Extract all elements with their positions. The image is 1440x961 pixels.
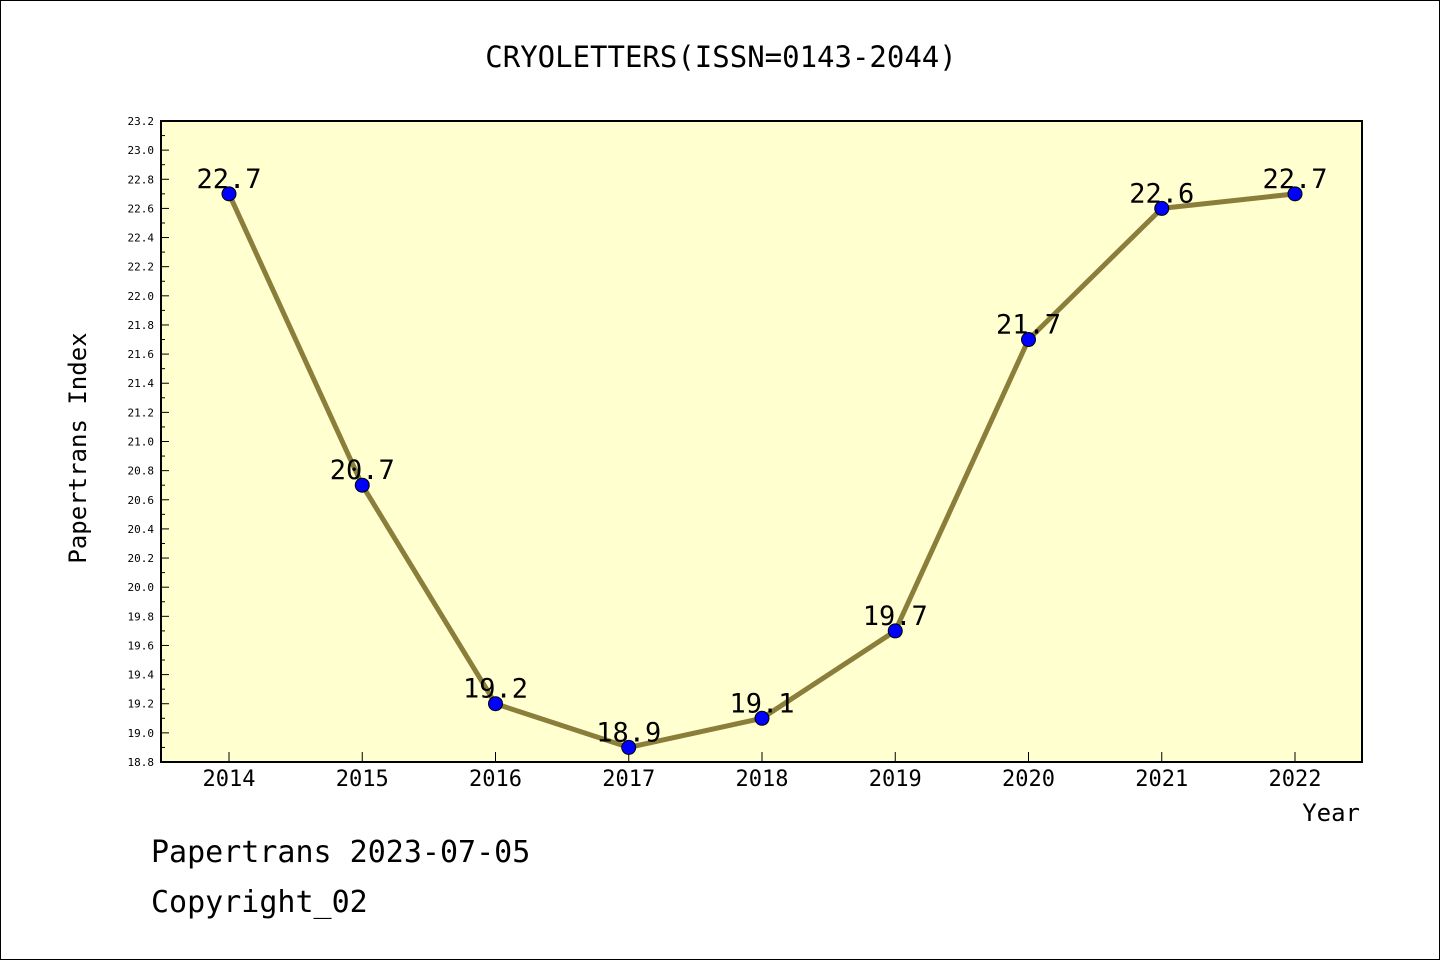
footer-copyright: Copyright_02 xyxy=(151,885,368,920)
data-label: 20.7 xyxy=(330,455,395,486)
data-label: 19.7 xyxy=(863,601,928,632)
data-label: 21.7 xyxy=(996,310,1061,341)
x-tick-label: 2019 xyxy=(869,767,922,792)
y-tick-label: 20.4 xyxy=(128,523,155,536)
data-labels: 22.7 20.7 19.2 18.9 19.1 19.7 21.7 22.6 22.7 xyxy=(196,164,1327,749)
y-axis-label: Papertrans Index xyxy=(64,332,92,563)
y-tick-label: 23.0 xyxy=(128,144,155,157)
x-tick-label: 2015 xyxy=(336,767,389,792)
y-tick-label: 21.2 xyxy=(128,406,155,419)
chart-title: CRYOLETTERS(ISSN=0143-2044) xyxy=(485,40,956,74)
data-label: 22.6 xyxy=(1129,178,1194,209)
data-label: 22.7 xyxy=(1262,164,1327,195)
y-tick-label: 23.2 xyxy=(128,115,155,128)
data-point xyxy=(221,186,237,202)
y-tick-label: 20.2 xyxy=(128,552,155,565)
data-point xyxy=(1021,332,1036,348)
y-tick-label: 19.6 xyxy=(128,639,155,652)
footer-date: Papertrans 2023-07-05 xyxy=(151,835,531,870)
y-axis: 18.8 19.0 19.2 19.4 19.6 19.8 20.0 20.2 20.4 20.6… xyxy=(128,115,169,769)
data-point xyxy=(887,623,903,639)
data-label: 19.1 xyxy=(729,688,794,719)
data-label: 19.2 xyxy=(463,674,528,705)
y-tick-label: 22.8 xyxy=(128,173,155,186)
x-tick-label: 2017 xyxy=(602,767,655,792)
data-point xyxy=(1154,200,1170,216)
y-tick-label: 21.8 xyxy=(128,319,155,332)
y-tick-label: 18.8 xyxy=(128,756,155,769)
x-tick-label: 2018 xyxy=(736,767,789,792)
y-tick-label: 22.0 xyxy=(128,290,155,303)
y-tick-label: 20.6 xyxy=(128,494,155,507)
y-tick-label: 19.0 xyxy=(128,727,155,740)
y-tick-label: 19.2 xyxy=(128,698,155,711)
y-tick-label: 20.8 xyxy=(128,465,155,478)
x-tick-label: 2014 xyxy=(203,767,256,792)
data-point xyxy=(354,477,370,493)
y-tick-label: 21.0 xyxy=(128,436,155,449)
data-label: 22.7 xyxy=(196,164,261,195)
y-tick-label: 21.6 xyxy=(128,348,155,361)
y-tick-label: 21.4 xyxy=(128,377,155,390)
y-tick-label: 20.0 xyxy=(128,581,155,594)
data-point xyxy=(621,739,637,755)
y-tick-label: 19.4 xyxy=(128,669,155,682)
plot-area xyxy=(160,120,1363,763)
y-tick-label: 19.8 xyxy=(128,610,155,623)
x-tick-label: 2021 xyxy=(1135,767,1188,792)
data-point xyxy=(488,696,503,712)
x-tick-label: 2022 xyxy=(1269,767,1322,792)
x-tick-label: 2016 xyxy=(469,767,522,792)
data-point xyxy=(1287,186,1303,202)
y-tick-label: 22.4 xyxy=(128,232,155,245)
y-tick-label: 22.6 xyxy=(128,202,155,215)
series-line-group xyxy=(221,186,1303,755)
x-axis-label: Year xyxy=(1302,799,1360,827)
x-axis: 2014 2015 2016 2017 2018 2019 2020 2021 2022 xyxy=(203,752,1322,792)
data-label: 18.9 xyxy=(596,717,661,748)
data-point xyxy=(754,710,770,726)
x-tick-label: 2020 xyxy=(1002,767,1055,792)
y-tick-label: 22.2 xyxy=(128,261,155,274)
